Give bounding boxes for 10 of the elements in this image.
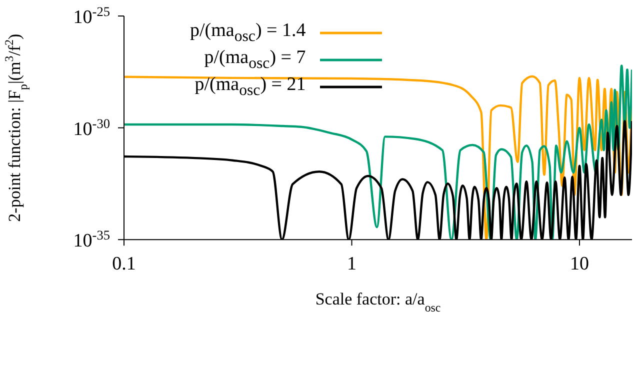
x-tick-label: 0.1 <box>112 254 136 275</box>
legend-label: p/(ma$_{osc}$) = 1.4 <box>190 20 306 47</box>
legend-label: p/(ma$_{osc}$) = 21 <box>194 74 306 100</box>
y-tick-label: 10$^{-35}$ <box>73 227 110 252</box>
y-tick-label: 10$^{-25}$ <box>73 4 110 28</box>
y-tick-label: 10$^{-30}$ <box>73 115 110 140</box>
x-tick-label: 1 <box>347 254 357 275</box>
legend-label: p/(ma$_{osc}$) = 7 <box>204 46 306 74</box>
x-axis-title: Scale factor: a/a$_{osc}$ <box>315 290 441 315</box>
x-tick-label: 10 <box>570 254 590 275</box>
